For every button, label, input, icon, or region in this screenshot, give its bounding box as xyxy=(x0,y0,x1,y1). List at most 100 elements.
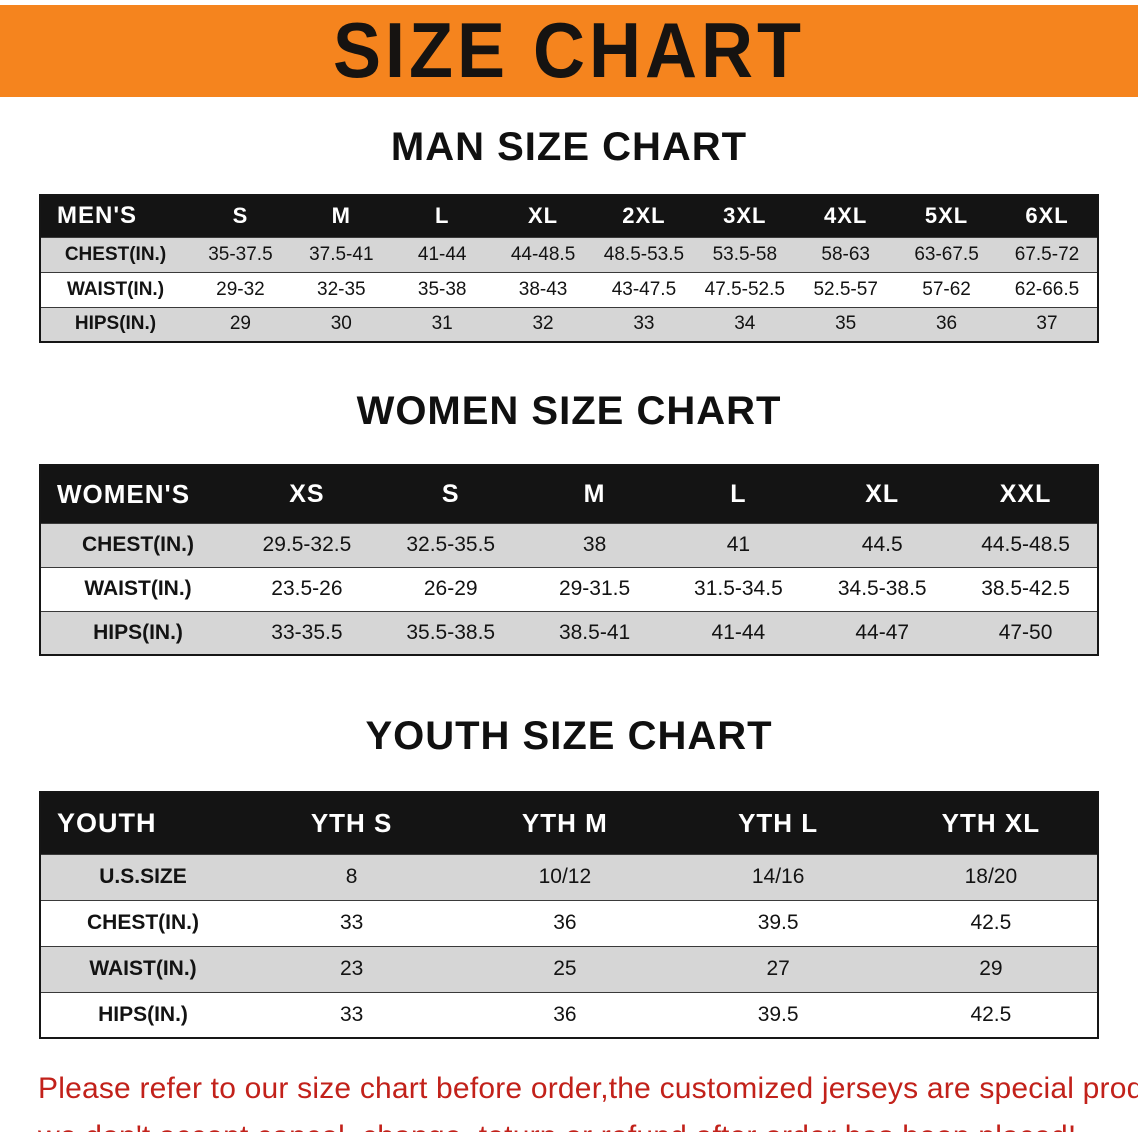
size-column-header: L xyxy=(391,195,493,237)
men-size-table: MEN'S S M L XL 2XL 3XL 4XL 5XL 6XL CHEST(IN.) 35-37… xyxy=(39,194,1099,343)
table-group-label: MEN'S xyxy=(40,195,190,237)
size-value: 53.5-58 xyxy=(694,236,796,272)
size-value: 23.5-26 xyxy=(235,566,379,611)
table-header-row: MEN'S S M L XL 2XL 3XL 4XL 5XL 6XL xyxy=(40,195,1098,237)
table-row: CHEST(IN.) 33 36 39.5 42.5 xyxy=(40,899,1098,946)
size-value: 38 xyxy=(522,522,667,567)
size-value: 18/20 xyxy=(884,853,1098,900)
row-label: WAIST(IN.) xyxy=(40,945,245,992)
size-value: 35 xyxy=(795,306,897,342)
size-column-header: XS xyxy=(235,465,379,523)
size-value: 44.5-48.5 xyxy=(954,522,1098,567)
table-header-row: WOMEN'S XS S M L XL XXL xyxy=(40,465,1098,523)
size-value: 41 xyxy=(666,522,811,567)
table-row: CHEST(IN.) 29.5-32.5 32.5-35.5 38 41 44.5 44.5… xyxy=(40,522,1098,567)
size-value: 25 xyxy=(458,945,672,992)
section-youth: YOUTH SIZE CHART YOUTH YTH S YTH M YTH L YTH… xyxy=(0,714,1138,1039)
size-value: 63-67.5 xyxy=(896,236,997,272)
size-value: 42.5 xyxy=(884,991,1098,1038)
size-value: 34 xyxy=(694,306,796,342)
youth-size-table: YOUTH YTH S YTH M YTH L YTH XL U.S.SIZE 8 10/12… xyxy=(39,791,1099,1039)
size-value: 37 xyxy=(997,306,1098,342)
size-value: 32-35 xyxy=(290,271,392,307)
table-head: MEN'S S M L XL 2XL 3XL 4XL 5XL 6XL xyxy=(40,195,1098,237)
size-value: 31.5-34.5 xyxy=(666,566,811,611)
size-column-header: S xyxy=(378,465,523,523)
row-label: CHEST(IN.) xyxy=(40,236,190,272)
size-value: 36 xyxy=(458,899,672,946)
size-value: 36 xyxy=(458,991,672,1038)
size-column-header: YTH M xyxy=(458,792,672,854)
table-row: HIPS(IN.) 33 36 39.5 42.5 xyxy=(40,991,1098,1038)
table-row: WAIST(IN.) 23 25 27 29 xyxy=(40,945,1098,992)
row-label: HIPS(IN.) xyxy=(40,610,235,655)
size-value: 44-47 xyxy=(810,610,955,655)
size-column-header: XL xyxy=(492,195,594,237)
table-header-row: YOUTH YTH S YTH M YTH L YTH XL xyxy=(40,792,1098,854)
size-value: 33 xyxy=(593,306,695,342)
page-title: SIZE CHART xyxy=(333,7,805,95)
row-label: HIPS(IN.) xyxy=(40,991,245,1038)
size-value: 52.5-57 xyxy=(795,271,897,307)
disclaimer: Please refer to our size chart before or… xyxy=(0,1065,1138,1132)
size-value: 43-47.5 xyxy=(593,271,695,307)
table-row: HIPS(IN.) 29 30 31 32 33 34 35 36 37 xyxy=(40,306,1098,342)
size-value: 35.5-38.5 xyxy=(378,610,523,655)
size-value: 33 xyxy=(245,991,459,1038)
table-head: WOMEN'S XS S M L XL XXL xyxy=(40,465,1098,523)
size-column-header: XXL xyxy=(954,465,1098,523)
section-men: MAN SIZE CHART MEN'S S M L XL 2XL 3XL 4XL 5XL 6XL… xyxy=(0,125,1138,343)
size-value: 36 xyxy=(896,306,997,342)
row-label: HIPS(IN.) xyxy=(40,306,190,342)
women-size-table: WOMEN'S XS S M L XL XXL CHEST(IN.) 29.5-32.5 32.5… xyxy=(39,464,1099,656)
size-column-header: YTH L xyxy=(671,792,885,854)
row-label: WAIST(IN.) xyxy=(40,271,190,307)
size-value: 39.5 xyxy=(671,991,885,1038)
size-value: 29-31.5 xyxy=(522,566,667,611)
table-row: CHEST(IN.) 35-37.5 37.5-41 41-44 44-48.5 48.5… xyxy=(40,236,1098,272)
size-value: 31 xyxy=(391,306,493,342)
size-value: 29 xyxy=(190,306,291,342)
row-label: U.S.SIZE xyxy=(40,853,245,900)
size-column-header: L xyxy=(666,465,811,523)
size-value: 34.5-38.5 xyxy=(810,566,955,611)
size-column-header: YTH XL xyxy=(884,792,1098,854)
size-value: 48.5-53.5 xyxy=(593,236,695,272)
size-value: 35-37.5 xyxy=(190,236,291,272)
size-value: 30 xyxy=(290,306,392,342)
size-value: 29-32 xyxy=(190,271,291,307)
size-value: 29.5-32.5 xyxy=(235,522,379,567)
size-value: 47.5-52.5 xyxy=(694,271,796,307)
table-row: U.S.SIZE 8 10/12 14/16 18/20 xyxy=(40,853,1098,900)
size-value: 10/12 xyxy=(458,853,672,900)
table-row: WAIST(IN.) 23.5-26 26-29 29-31.5 31.5-34.5 34… xyxy=(40,566,1098,611)
size-value: 33 xyxy=(245,899,459,946)
size-column-header: S xyxy=(190,195,291,237)
size-value: 57-62 xyxy=(896,271,997,307)
size-value: 32 xyxy=(492,306,594,342)
size-value: 8 xyxy=(245,853,459,900)
row-label: WAIST(IN.) xyxy=(40,566,235,611)
size-column-header: M xyxy=(522,465,667,523)
row-label: CHEST(IN.) xyxy=(40,522,235,567)
size-value: 47-50 xyxy=(954,610,1098,655)
banner: SIZE CHART xyxy=(0,5,1138,97)
table-group-label: YOUTH xyxy=(40,792,245,854)
size-column-header: 3XL xyxy=(694,195,796,237)
size-value: 38.5-41 xyxy=(522,610,667,655)
size-value: 38-43 xyxy=(492,271,594,307)
size-column-header: 2XL xyxy=(593,195,695,237)
women-section-heading: WOMEN SIZE CHART xyxy=(356,389,782,433)
size-column-header: 5XL xyxy=(896,195,997,237)
size-value: 23 xyxy=(245,945,459,992)
table-body: CHEST(IN.) 29.5-32.5 32.5-35.5 38 41 44.5 44.5… xyxy=(40,522,1098,655)
size-value: 41-44 xyxy=(391,236,493,272)
size-value: 38.5-42.5 xyxy=(954,566,1098,611)
disclaimer-line-1: Please refer to our size chart before or… xyxy=(38,1072,1138,1105)
size-value: 27 xyxy=(671,945,885,992)
table-row: HIPS(IN.) 33-35.5 35.5-38.5 38.5-41 41-44 44-… xyxy=(40,610,1098,655)
size-value: 33-35.5 xyxy=(235,610,379,655)
table-row: WAIST(IN.) 29-32 32-35 35-38 38-43 43-47.5 47.… xyxy=(40,271,1098,307)
size-value: 44.5 xyxy=(810,522,955,567)
